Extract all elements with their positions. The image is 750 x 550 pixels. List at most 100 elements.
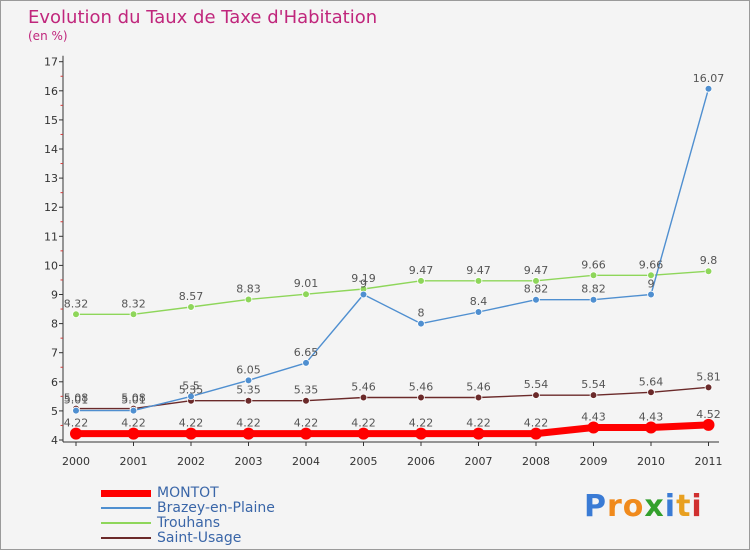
data-point-3 (589, 391, 598, 399)
data-label: 4.22 (294, 417, 319, 430)
data-point-0 (702, 418, 715, 431)
y-tick-label: 11 (44, 230, 58, 243)
data-label: 5.54 (524, 378, 549, 391)
data-label: 5.81 (696, 370, 721, 383)
y-tick-label: 7 (51, 347, 58, 360)
data-point-0 (645, 421, 657, 434)
data-label: 5.46 (351, 381, 376, 394)
data-point-2 (244, 295, 253, 304)
data-point-1 (129, 406, 138, 415)
data-label: 4.22 (524, 417, 549, 430)
x-tick-label: 2010 (637, 455, 665, 468)
data-label: 8.4 (470, 295, 488, 308)
data-point-2 (72, 310, 80, 319)
chart-title: Evolution du Taux de Taxe d'Habitation (28, 7, 378, 28)
data-point-1 (532, 295, 540, 304)
legend-swatch-brazey (101, 507, 151, 509)
x-tick-label: 2011 (695, 455, 723, 468)
data-point-1 (589, 295, 598, 304)
data-point-3 (704, 383, 713, 392)
data-label: 5.01 (121, 394, 146, 407)
series-line-3 (75, 386, 710, 410)
x-tick-label: 2008 (522, 455, 550, 468)
logo-letter: i (664, 489, 677, 524)
data-label: 5.35 (179, 384, 204, 397)
data-point-2 (302, 290, 310, 299)
data-point-1 (474, 308, 483, 316)
data-label: 5.46 (409, 381, 434, 394)
data-point-1 (359, 290, 368, 299)
data-label: 4.22 (179, 417, 204, 430)
data-point-3 (532, 391, 540, 399)
data-point-2 (417, 277, 425, 285)
data-label: 4.22 (466, 417, 491, 430)
data-label: 8.57 (179, 290, 204, 303)
data-label: 9 (648, 278, 655, 291)
x-tick-label: 2003 (235, 455, 263, 468)
data-point-3 (474, 393, 483, 402)
data-label: 9.47 (409, 264, 434, 277)
x-tick-label: 2004 (292, 455, 320, 468)
legend-swatch-montot (101, 489, 151, 497)
data-point-0 (530, 427, 542, 440)
data-label: 5.01 (64, 394, 89, 407)
data-label: 8.82 (524, 283, 549, 296)
x-tick-label: 2002 (177, 455, 205, 468)
data-point-3 (302, 396, 310, 405)
y-tick-label: 6 (51, 376, 58, 389)
data-point-3 (359, 393, 368, 402)
data-label: 8.83 (236, 282, 261, 295)
data-point-1 (244, 376, 253, 385)
x-tick-label: 2005 (350, 455, 378, 468)
data-label: 5.08 (121, 392, 146, 405)
y-tick-label: 15 (44, 114, 58, 127)
proxiti-logo: Proxiti (584, 489, 703, 524)
y-tick-label: 4 (51, 434, 58, 447)
data-point-0 (242, 427, 255, 440)
legend-label-trouhans: Trouhans (157, 515, 220, 531)
data-label: 8.32 (121, 297, 146, 310)
legend-item-montot: MONTOT (101, 485, 219, 501)
y-tick-label: 9 (51, 289, 58, 302)
data-label: 5.35 (294, 384, 319, 397)
y-tick-label: 16 (44, 85, 58, 98)
logo-letter: i (691, 489, 703, 524)
logo-letter: r (607, 489, 623, 524)
data-label: 9.19 (351, 272, 376, 285)
data-label: 6.05 (236, 363, 261, 376)
data-label: 16.07 (693, 72, 725, 85)
data-label: 5.5 (182, 379, 200, 392)
x-tick-label: 2006 (407, 455, 435, 468)
data-label: 9.66 (639, 258, 664, 271)
data-point-1 (647, 290, 655, 299)
y-tick-label: 17 (44, 56, 58, 69)
chart-subtitle: (en %) (28, 29, 68, 43)
data-point-0 (185, 427, 197, 440)
data-label: 6.65 (294, 346, 319, 359)
data-point-1 (417, 319, 425, 328)
data-label: 4.22 (236, 417, 261, 430)
data-label: 4.43 (639, 410, 664, 423)
data-label: 9.66 (581, 258, 606, 271)
data-label: 5.46 (466, 381, 491, 394)
legend-label-brazey: Brazey-en-Plaine (157, 500, 275, 516)
data-label: 5.08 (64, 392, 89, 405)
data-point-0 (472, 427, 485, 440)
series-line-2 (75, 270, 710, 315)
legend-label-saint-usage: Saint-Usage (157, 530, 242, 546)
data-point-2 (589, 271, 598, 280)
logo-letter: t (676, 489, 692, 524)
y-tick-label: 13 (44, 172, 58, 185)
data-point-0 (300, 427, 312, 440)
data-label: 8.32 (64, 297, 89, 310)
data-point-1 (704, 84, 713, 93)
data-point-0 (587, 421, 600, 434)
data-point-1 (302, 359, 310, 367)
legend-item-saint-usage: Saint-Usage (101, 530, 241, 546)
data-label: 4.22 (409, 417, 434, 430)
data-point-2 (187, 303, 195, 311)
data-point-2 (129, 310, 138, 319)
legend-label-montot: MONTOT (157, 485, 219, 501)
data-point-0 (70, 427, 82, 440)
